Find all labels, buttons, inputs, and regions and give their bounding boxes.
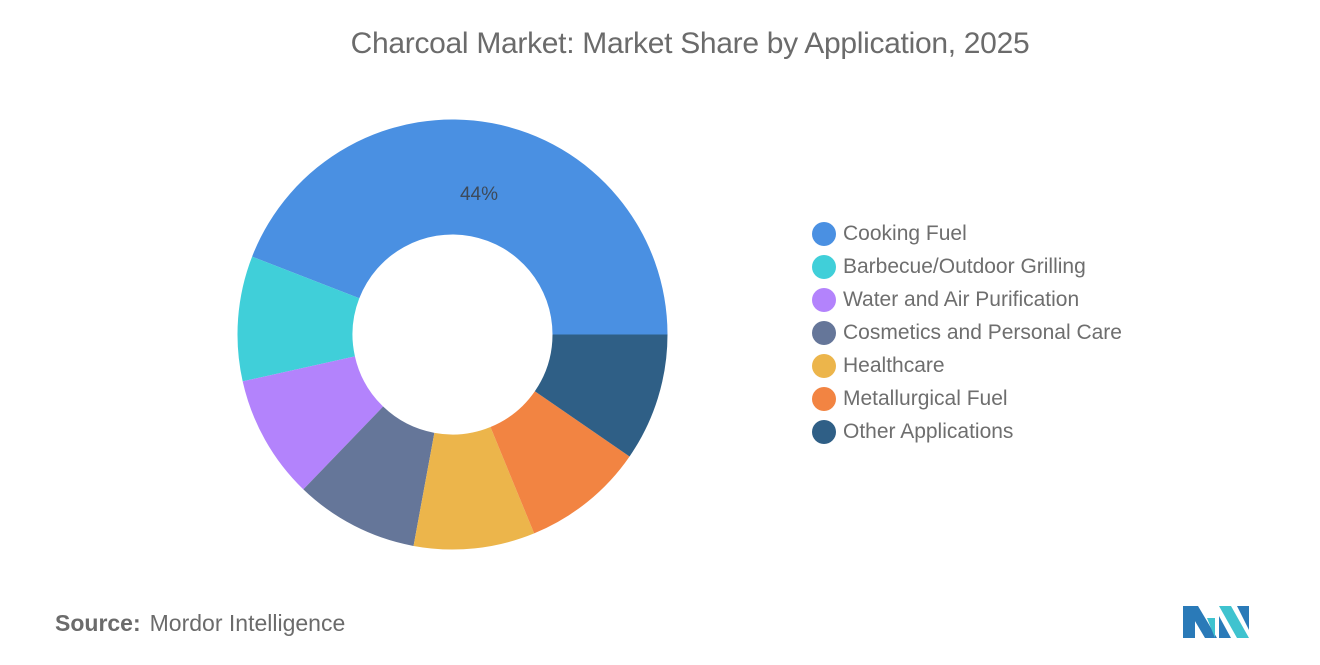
- source-note: Source: Mordor Intelligence: [55, 610, 345, 637]
- legend-dot-icon: [812, 419, 836, 444]
- legend-label: Metallurgical Fuel: [843, 386, 1008, 410]
- donut-slice-cooking-fuel[interactable]: [252, 119, 668, 335]
- legend-label: Barbecue/Outdoor Grilling: [843, 254, 1086, 278]
- cooking-fuel-percent-label: 44%: [460, 184, 498, 205]
- legend-item-cooking-fuel[interactable]: Cooking Fuel: [812, 217, 1122, 250]
- legend-label: Cooking Fuel: [843, 221, 967, 245]
- legend-label: Cosmetics and Personal Care: [843, 320, 1122, 344]
- legend-dot-icon: [812, 287, 836, 312]
- legend-dot-icon: [812, 254, 836, 279]
- legend-item-cosmetics-and-personal-care[interactable]: Cosmetics and Personal Care: [812, 316, 1122, 349]
- legend-dot-icon: [812, 386, 836, 411]
- legend-item-metallurgical-fuel[interactable]: Metallurgical Fuel: [812, 382, 1122, 415]
- legend-dot-icon: [812, 221, 836, 246]
- source-value: Mordor Intelligence: [149, 610, 346, 636]
- legend-label: Other Applications: [843, 419, 1014, 443]
- legend-label: Healthcare: [843, 353, 945, 377]
- legend-dot-icon: [812, 320, 836, 345]
- legend-item-water-and-air-purification[interactable]: Water and Air Purification: [812, 283, 1122, 316]
- donut-slices: [237, 119, 668, 550]
- legend-dot-icon: [812, 353, 836, 378]
- chart-title: Charcoal Market: Market Share by Applica…: [350, 27, 1030, 60]
- chart-legend: Cooking Fuel Barbecue/Outdoor Grilling W…: [812, 217, 1122, 448]
- source-key: Source:: [55, 610, 141, 636]
- mordor-intelligence-logo-icon: [1183, 606, 1249, 638]
- legend-label: Water and Air Purification: [843, 287, 1080, 311]
- donut-slice-metallurgical-fuel[interactable]: [490, 391, 630, 534]
- legend-item-barbecue-outdoor-grilling[interactable]: Barbecue/Outdoor Grilling: [812, 250, 1122, 283]
- legend-item-other-applications[interactable]: Other Applications: [812, 415, 1122, 448]
- donut-slice-barbecue-outdoor-grilling[interactable]: [237, 256, 360, 382]
- legend-item-healthcare[interactable]: Healthcare: [812, 349, 1122, 382]
- donut-slice-other-applications[interactable]: [534, 334, 668, 457]
- donut-slice-cosmetics-and-personal-care[interactable]: [303, 406, 435, 546]
- donut-slice-water-and-air-purification[interactable]: [242, 356, 384, 490]
- donut-slice-healthcare[interactable]: [413, 427, 535, 550]
